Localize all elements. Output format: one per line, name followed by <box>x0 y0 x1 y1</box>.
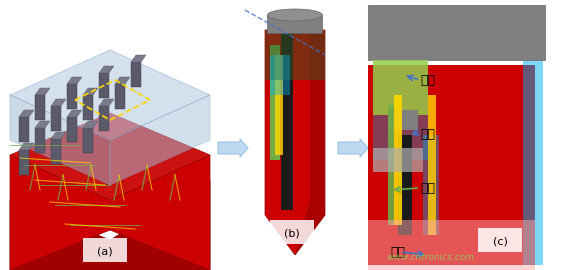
Polygon shape <box>373 115 428 160</box>
Ellipse shape <box>267 9 323 21</box>
Polygon shape <box>35 121 50 128</box>
Polygon shape <box>99 66 114 73</box>
Polygon shape <box>67 117 77 142</box>
Polygon shape <box>51 139 61 164</box>
Polygon shape <box>10 180 210 270</box>
Polygon shape <box>10 95 110 185</box>
Polygon shape <box>67 110 82 117</box>
Polygon shape <box>99 99 114 106</box>
Text: 漏极: 漏极 <box>420 73 435 86</box>
Polygon shape <box>51 106 61 131</box>
Polygon shape <box>131 55 146 62</box>
Polygon shape <box>19 110 34 117</box>
Bar <box>368 220 535 270</box>
Polygon shape <box>275 55 283 155</box>
Polygon shape <box>295 30 325 255</box>
Text: (c): (c) <box>492 237 508 247</box>
Text: 衬底: 衬底 <box>390 245 405 258</box>
Bar <box>398 135 412 235</box>
Polygon shape <box>19 143 34 150</box>
FancyBboxPatch shape <box>83 238 127 262</box>
FancyBboxPatch shape <box>270 220 314 244</box>
Polygon shape <box>110 95 210 185</box>
Bar <box>267 15 322 33</box>
Polygon shape <box>67 77 82 84</box>
Polygon shape <box>51 132 66 139</box>
Polygon shape <box>83 95 93 120</box>
Polygon shape <box>83 88 98 95</box>
Polygon shape <box>373 148 423 172</box>
Polygon shape <box>10 180 210 270</box>
Bar <box>281 30 293 210</box>
Polygon shape <box>270 55 290 95</box>
Polygon shape <box>99 73 109 98</box>
Polygon shape <box>83 121 98 128</box>
FancyArrow shape <box>338 139 368 157</box>
Bar <box>373 60 428 115</box>
Bar <box>428 95 436 235</box>
Polygon shape <box>51 99 66 106</box>
Polygon shape <box>265 30 325 80</box>
Bar <box>388 105 394 225</box>
Polygon shape <box>270 45 280 160</box>
Polygon shape <box>388 110 418 130</box>
Polygon shape <box>10 113 210 200</box>
Polygon shape <box>83 128 93 153</box>
Polygon shape <box>35 95 45 120</box>
Text: 栅极: 栅极 <box>420 181 435 194</box>
FancyArrow shape <box>218 139 248 157</box>
Text: www.cntronics.com: www.cntronics.com <box>386 253 474 262</box>
Bar <box>368 65 535 265</box>
Text: (a): (a) <box>97 247 113 257</box>
Text: (b): (b) <box>284 229 300 239</box>
Polygon shape <box>115 77 130 84</box>
Polygon shape <box>19 117 29 142</box>
Polygon shape <box>265 30 325 255</box>
Bar <box>523 25 543 265</box>
Polygon shape <box>35 88 50 95</box>
Polygon shape <box>10 50 210 140</box>
Polygon shape <box>19 150 29 175</box>
Polygon shape <box>115 84 125 109</box>
Bar <box>423 135 439 235</box>
FancyBboxPatch shape <box>478 228 522 252</box>
Polygon shape <box>10 155 210 270</box>
Text: 源极: 源极 <box>420 129 435 141</box>
Polygon shape <box>35 128 45 153</box>
Bar <box>368 5 545 60</box>
Polygon shape <box>131 62 141 87</box>
Bar <box>394 95 402 225</box>
Polygon shape <box>67 84 77 109</box>
Polygon shape <box>99 106 109 131</box>
